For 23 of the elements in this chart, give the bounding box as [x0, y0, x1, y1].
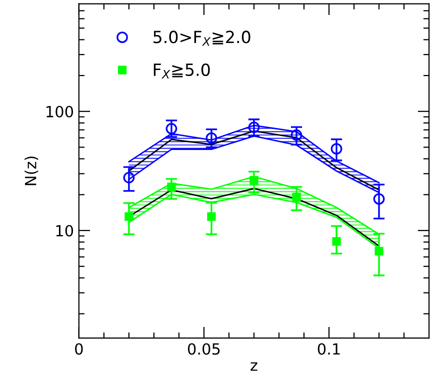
y-tick-label: 10 — [56, 224, 74, 237]
legend-label: 5.0>F$_{X}$≧2.0 — [154, 30, 250, 46]
legend-label: F$_{X}$≧5.0 — [154, 63, 210, 79]
point — [374, 246, 384, 256]
x-tick-label: 0 — [75, 343, 83, 355]
point — [167, 182, 176, 192]
point — [332, 237, 341, 246]
x-tick-label: 0.1 — [318, 343, 340, 355]
point — [248, 122, 260, 134]
point — [290, 129, 302, 141]
point — [292, 192, 301, 202]
point — [373, 193, 385, 205]
x-tick-label: 0.05 — [188, 343, 220, 355]
point — [250, 176, 258, 185]
y-tick-label: 100 — [46, 106, 74, 118]
y-axis-title: N(z) — [24, 156, 38, 186]
point — [206, 132, 218, 144]
point — [124, 212, 134, 221]
x-axis-title: z — [250, 362, 258, 371]
point — [166, 122, 178, 134]
point — [207, 212, 216, 221]
point — [330, 143, 342, 155]
point — [123, 172, 135, 184]
